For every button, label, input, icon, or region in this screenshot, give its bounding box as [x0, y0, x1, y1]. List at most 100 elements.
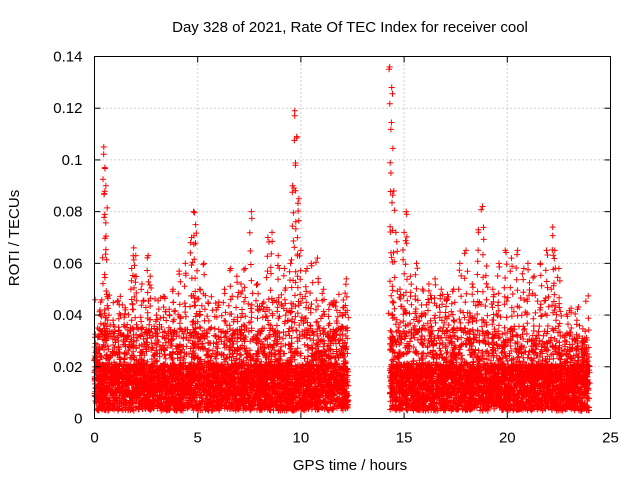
data-point-trail	[187, 239, 197, 361]
data-point	[407, 273, 414, 280]
data-point	[147, 273, 154, 280]
x-tick-labels: 0 5 10 15 20 25	[90, 430, 619, 447]
data-points	[91, 63, 593, 414]
y-axis-label: ROTI / TECUs	[6, 190, 23, 286]
data-point-trail	[461, 250, 471, 366]
data-point	[293, 133, 300, 140]
data-point-trail	[240, 266, 250, 366]
data-point-trail	[143, 254, 153, 365]
axis-ticks	[94, 56, 611, 419]
data-point	[320, 286, 327, 293]
y-tick-label: 0.08	[53, 204, 82, 221]
data-point	[153, 312, 160, 319]
data-point	[450, 286, 457, 293]
data-point-trail	[424, 287, 434, 369]
x-axis-label: GPS time / hours	[293, 457, 407, 474]
data-point	[264, 234, 271, 241]
data-point-trail	[273, 262, 283, 362]
data-point	[233, 273, 240, 280]
data-point	[343, 275, 350, 282]
data-point	[314, 255, 321, 262]
x-tick-label: 10	[293, 430, 310, 447]
data-point-trail	[542, 252, 551, 365]
data-point-trail	[267, 238, 276, 357]
data-point-trail	[391, 238, 401, 361]
data-point-trail	[226, 267, 236, 364]
y-tick-label: 0.14	[53, 49, 82, 66]
data-point	[401, 229, 408, 236]
data-point	[531, 273, 538, 280]
data-point	[221, 286, 228, 293]
data-point	[92, 340, 99, 347]
data-point-trail	[507, 263, 516, 369]
data-point	[386, 63, 393, 70]
data-point	[190, 208, 197, 215]
data-point	[110, 317, 117, 324]
data-point	[297, 247, 304, 254]
data-point	[432, 275, 439, 282]
data-point-trail	[259, 306, 269, 372]
data-point	[456, 260, 463, 267]
data-point	[390, 187, 397, 194]
data-point	[551, 247, 558, 254]
data-point	[130, 244, 137, 251]
data-point	[260, 299, 267, 306]
data-point-trail	[513, 251, 523, 365]
data-point-trail	[399, 237, 409, 358]
data-point-trail	[195, 286, 204, 367]
data-point	[438, 286, 445, 293]
data-point	[161, 293, 168, 300]
data-point-trail	[548, 232, 557, 358]
data-point	[304, 265, 311, 272]
data-point	[463, 247, 470, 254]
chart-title: Day 328 of 2021, Rate Of TEC Index for r…	[172, 19, 528, 36]
data-point	[568, 325, 575, 331]
data-point-trail	[137, 286, 147, 367]
data-point	[105, 312, 112, 319]
data-point	[269, 229, 276, 236]
y-tick-label: 0.1	[62, 152, 83, 169]
data-point	[392, 229, 399, 236]
data-point	[508, 255, 515, 262]
data-point-trail	[152, 318, 161, 365]
data-point	[444, 291, 451, 298]
plot-frame	[94, 56, 611, 419]
data-point-trail	[288, 189, 297, 361]
y-tick-label: 0.02	[53, 359, 82, 376]
data-point	[537, 260, 544, 267]
data-point	[100, 144, 107, 150]
data-point	[101, 164, 108, 171]
data-point-trail	[121, 310, 130, 374]
data-point-trail	[294, 200, 303, 357]
data-point-trail	[436, 292, 446, 370]
grid	[94, 56, 611, 419]
data-point-trail	[468, 284, 477, 365]
data-point	[205, 299, 212, 306]
data-point-trail	[418, 288, 428, 363]
data-point-trail	[199, 261, 209, 365]
data-point	[295, 195, 302, 202]
data-point	[308, 260, 315, 267]
data-point-trail	[579, 341, 588, 374]
data-point-trail	[554, 274, 564, 370]
data-point-trail	[402, 211, 410, 357]
data-point-trail	[96, 308, 106, 368]
y-tick-label: 0	[74, 411, 82, 428]
x-tick-label: 5	[194, 430, 202, 447]
data-point	[242, 265, 249, 272]
data-point	[479, 203, 486, 210]
data-point	[483, 262, 490, 269]
data-point	[419, 286, 426, 293]
data-point-trail	[449, 288, 458, 366]
data-point-trail	[550, 255, 559, 362]
data-point-trail	[519, 270, 529, 365]
data-point	[227, 265, 234, 272]
data-point	[102, 182, 109, 189]
data-point	[584, 350, 591, 357]
data-point	[326, 301, 333, 308]
data-point	[580, 337, 587, 344]
data-point-trail	[331, 303, 340, 367]
data-point-trail	[325, 306, 335, 367]
data-point-trail	[573, 345, 582, 374]
x-tick-label: 0	[90, 430, 98, 447]
